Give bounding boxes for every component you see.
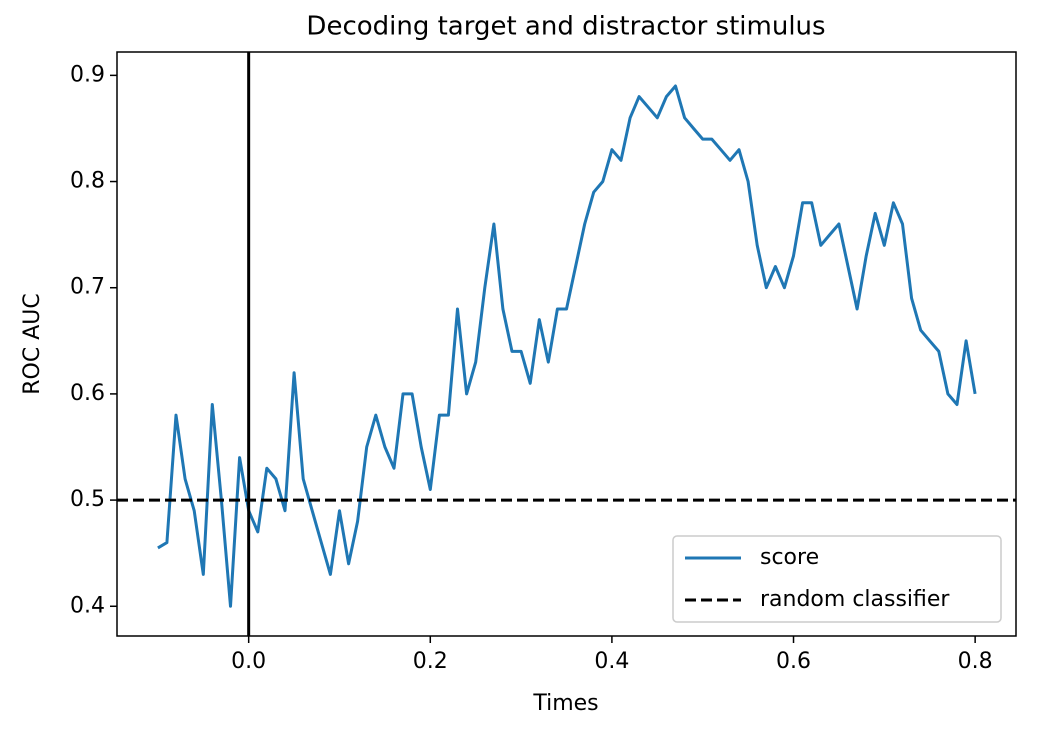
legend-box bbox=[672, 535, 1002, 623]
x-tick-label: 0.2 bbox=[413, 649, 448, 674]
y-tick-label: 0.8 bbox=[70, 169, 105, 194]
x-tick-label: 0.0 bbox=[231, 649, 266, 674]
legend-label: random classifier bbox=[760, 587, 950, 612]
x-tick-label: 0.6 bbox=[776, 649, 811, 674]
x-tick-label: 0.8 bbox=[958, 649, 993, 674]
chart-title: Decoding target and distractor stimulus bbox=[306, 12, 825, 42]
y-axis-label: ROC AUC bbox=[20, 293, 45, 394]
y-tick-label: 0.9 bbox=[70, 62, 105, 87]
y-tick-label: 0.7 bbox=[70, 275, 105, 300]
legend-label: score bbox=[760, 545, 819, 570]
y-tick-label: 0.6 bbox=[70, 381, 105, 406]
y-tick-label: 0.4 bbox=[70, 593, 105, 618]
score-line bbox=[157, 84, 977, 608]
x-tick-label: 0.4 bbox=[594, 649, 629, 674]
plot-frame bbox=[116, 51, 1017, 637]
x-axis-label: Times bbox=[532, 691, 598, 716]
y-tick-label: 0.5 bbox=[70, 487, 105, 512]
